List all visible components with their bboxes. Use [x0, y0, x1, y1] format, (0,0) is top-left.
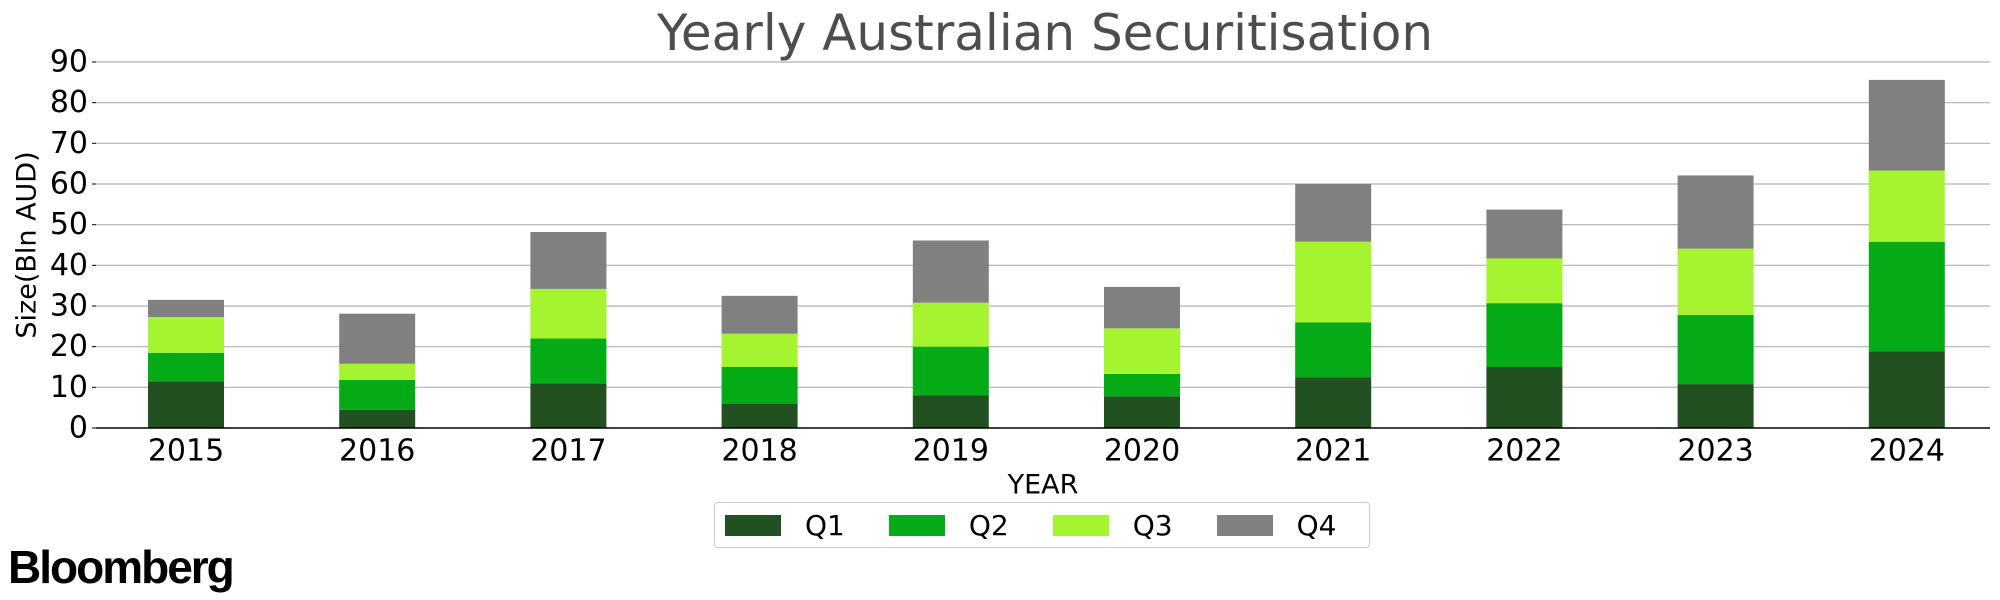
y-tick-label: 80 — [50, 85, 88, 120]
x-tick-label: 2022 — [1486, 434, 1562, 469]
y-axis-label: Size(Bln AUD) — [12, 151, 43, 338]
bar-segment-q2-2024 — [1868, 241, 1945, 352]
x-tick-label: 2019 — [913, 434, 989, 469]
x-tick-label: 2017 — [530, 434, 606, 469]
bar-segment-q2-2021 — [1295, 322, 1372, 378]
y-tick-label: 60 — [50, 167, 88, 202]
legend-label: Q3 — [1132, 508, 1173, 542]
y-tick-label: 30 — [50, 289, 88, 324]
legend-label: Q2 — [968, 508, 1009, 542]
bar-segment-q4-2018 — [721, 295, 798, 334]
y-tick-label: 20 — [50, 329, 88, 364]
bar-segment-q2-2015 — [148, 352, 224, 382]
x-tick-label: 2021 — [1295, 434, 1371, 469]
bar-segment-q2-2018 — [721, 367, 798, 404]
legend-swatch — [888, 514, 945, 536]
bar-segment-q3-2024 — [1868, 170, 1945, 242]
chart-title: Yearly Australian Securitisation — [656, 4, 1434, 62]
bar-segment-q1-2019 — [912, 395, 989, 428]
bar-segment-q2-2017 — [530, 338, 607, 384]
legend-swatch — [1052, 514, 1109, 536]
legend-item-q2: Q2 — [888, 508, 1009, 542]
y-tick-label: 90 — [50, 45, 88, 80]
legend-item-q1: Q1 — [725, 509, 845, 542]
bar-segment-q3-2021 — [1295, 241, 1372, 323]
legend-label: Q4 — [1296, 508, 1337, 542]
bar-segment-q2-2022 — [1486, 303, 1563, 367]
bar-segment-q2-2016 — [339, 380, 416, 410]
y-tick-label: 70 — [50, 126, 88, 161]
bar-segment-q3-2018 — [721, 333, 798, 367]
bar-segment-q1-2020 — [1104, 396, 1180, 428]
bar-segment-q3-2015 — [148, 316, 224, 353]
legend-label: Q1 — [805, 508, 845, 542]
y-tick-label: 0 — [69, 411, 88, 446]
bar-segment-q1-2022 — [1486, 367, 1563, 428]
x-tick-label: 2018 — [721, 434, 797, 469]
bar-segment-q1-2024 — [1868, 351, 1945, 428]
bar-segment-q4-2023 — [1677, 175, 1754, 249]
bar-segment-q3-2016 — [339, 363, 416, 381]
bar-segment-q4-2021 — [1295, 184, 1372, 242]
bar-segment-q4-2020 — [1104, 286, 1180, 329]
bar-segment-q4-2017 — [530, 231, 607, 289]
chart-legend: Q1 Q2 Q3 Q4 — [714, 502, 1370, 548]
bar-segment-q2-2020 — [1104, 373, 1180, 397]
x-axis-label: YEAR — [1007, 470, 1079, 501]
y-tick-label: 50 — [50, 207, 88, 242]
bar-segment-q4-2015 — [148, 299, 224, 317]
bar-segment-q3-2023 — [1677, 248, 1754, 315]
bar-segment-q1-2018 — [721, 403, 798, 428]
bar-segment-q3-2019 — [912, 302, 989, 347]
bar-segment-q1-2015 — [148, 381, 224, 428]
bar-segment-q3-2022 — [1486, 258, 1563, 304]
bar-segment-q1-2023 — [1677, 384, 1754, 428]
y-tick-label: 40 — [50, 248, 88, 283]
bar-segment-q1-2017 — [530, 383, 607, 428]
x-tick-label: 2024 — [1869, 434, 1945, 469]
bar-segment-q1-2021 — [1295, 377, 1372, 428]
bar-segment-q4-2024 — [1868, 79, 1945, 171]
x-tick-label: 2016 — [339, 434, 415, 469]
x-tick-label: 2015 — [148, 434, 224, 469]
bar-segment-q4-2019 — [912, 240, 989, 303]
bar-segment-q2-2019 — [912, 346, 989, 396]
x-tick-label: 2020 — [1104, 434, 1180, 469]
legend-item-q3: Q3 — [1052, 508, 1173, 542]
legend-swatch — [725, 514, 781, 536]
y-tick-label: 10 — [50, 370, 88, 405]
bloomberg-logo: Bloomberg — [8, 541, 235, 593]
legend-swatch — [1216, 514, 1273, 536]
bar-segment-q3-2017 — [530, 288, 607, 339]
bar-segment-q3-2020 — [1104, 328, 1180, 374]
x-tick-label: 2023 — [1677, 434, 1753, 469]
bar-segment-q4-2022 — [1486, 209, 1563, 259]
bar-segment-q4-2016 — [339, 313, 416, 364]
bar-segment-q2-2023 — [1677, 314, 1754, 385]
legend-item-q4: Q4 — [1216, 508, 1337, 542]
bar-segment-q1-2016 — [339, 409, 416, 428]
